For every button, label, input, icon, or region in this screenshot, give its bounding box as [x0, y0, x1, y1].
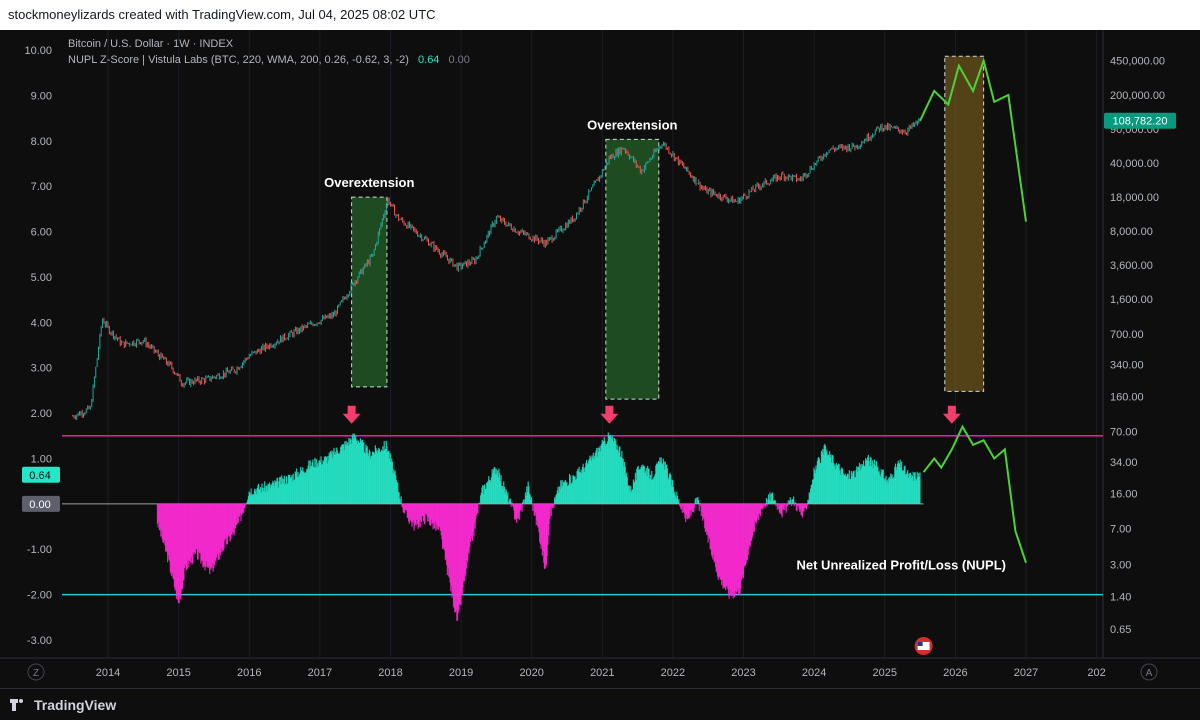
- x-axis-tick-label: 2022: [661, 667, 685, 679]
- zoom-button[interactable]: [27, 663, 45, 681]
- right-axis-tick-label: 700.00: [1110, 329, 1144, 341]
- x-axis-tick-label: 2023: [731, 667, 755, 679]
- nupl-annotation: Net Unrealized Profit/Loss (NUPL): [797, 558, 1006, 573]
- right-axis-tick-label: 34.00: [1110, 457, 1138, 469]
- left-axis-tick-label: 6.00: [31, 227, 52, 239]
- left-axis-tick-label: 5.00: [31, 272, 52, 284]
- tradingview-logo[interactable]: TradingView: [10, 696, 116, 714]
- us-flag-stripe: [917, 642, 930, 650]
- overextension-label: Overextension: [324, 175, 414, 190]
- overextension-box[interactable]: [351, 196, 388, 388]
- current-nupl-value: 0.64: [29, 470, 50, 482]
- chart-background: [0, 30, 1200, 688]
- right-axis-tick-label: 3.00: [1110, 559, 1131, 571]
- left-axis: 10.00 9.00 8.00 7.00 6.00 5.00 4.00 3.00 2.00 1.0…: [24, 45, 52, 647]
- right-axis-tick-label: 1,600.00: [1110, 294, 1153, 306]
- x-axis-tick-label: 2020: [519, 667, 543, 679]
- chart-header: stockmoneylizards created with TradingVi…: [0, 0, 1200, 30]
- chart-legend: Bitcoin / U.S. Dollar · 1W · INDEX NUPL …: [68, 36, 470, 68]
- left-axis-tick-label: 3.00: [31, 363, 52, 375]
- left-axis-tick-label: 8.00: [31, 136, 52, 148]
- nupl-histogram: [156, 432, 921, 621]
- x-axis-tick-label: 2014: [96, 667, 120, 679]
- footer: TradingView: [0, 688, 1200, 720]
- left-axis-tick-label: 1.00: [31, 453, 52, 465]
- peak-arrow-icon: [942, 405, 961, 424]
- left-axis-tick-label: 10.00: [24, 45, 52, 57]
- zero-badge: [22, 495, 60, 512]
- x-axis-tick-label: 2018: [378, 667, 402, 679]
- x-axis-tick-label: 2017: [308, 667, 332, 679]
- right-axis-tick-label: 0.65: [1110, 624, 1131, 636]
- right-axis-tick-label: 8,000.00: [1110, 226, 1153, 238]
- auto-scale-button-label: A: [1146, 668, 1153, 679]
- left-axis-tick-label: 9.00: [31, 90, 52, 102]
- last-price-value: 108,782.20: [1112, 116, 1167, 128]
- overextension-label: Overextension: [587, 117, 677, 132]
- current-nupl-badge: [22, 466, 60, 483]
- left-axis-tick-label: -2.00: [27, 590, 52, 602]
- right-axis-tick-label: 70.00: [1110, 426, 1138, 438]
- last-price-badge: [1104, 112, 1176, 129]
- x-axis: 2014 2015 2016 2017 2018 2019 2020 2021 2022 2023…: [96, 667, 1106, 679]
- legend-symbol: Bitcoin / U.S. Dollar · 1W · INDEX: [68, 38, 234, 50]
- auto-scale-button[interactable]: [1140, 663, 1158, 681]
- legend-indicator-name: NUPL Z-Score | Vistula Labs (BTC, 220, W…: [68, 54, 409, 66]
- legend-indicator: NUPL Z-Score | Vistula Labs (BTC, 220, W…: [68, 52, 470, 68]
- legend-value-2: 0.00: [448, 54, 470, 66]
- price-projection-line: [919, 57, 1027, 222]
- zero-badge-value: 0.00: [29, 499, 50, 511]
- left-axis-tick-label: -1.00: [27, 544, 52, 556]
- x-axis-tick-label: 2025: [873, 667, 897, 679]
- x-axis-tick-label: 2027: [1014, 667, 1038, 679]
- right-axis-tick-label: 16.00: [1110, 489, 1138, 501]
- right-axis-tick-label: 450,000.00: [1110, 56, 1165, 68]
- right-axis-tick-label: 18,000.00: [1110, 192, 1159, 204]
- zoom-button-label: Z: [33, 668, 39, 679]
- x-axis-tick-label: 2016: [237, 667, 261, 679]
- left-axis-tick-label: 4.00: [31, 317, 52, 329]
- tradingview-logo-icon: [10, 699, 28, 711]
- x-axis-tick-label: 2019: [449, 667, 473, 679]
- tradingview-logo-text: TradingView: [34, 697, 117, 713]
- left-axis-tick-label: 2.00: [31, 408, 52, 420]
- peak-arrow-icon: [600, 405, 619, 424]
- chart-area[interactable]: Overextension Overextension Net Unrealized…: [0, 30, 1200, 688]
- overextension-boxes: Overextension Overextension: [324, 55, 985, 400]
- nupl-projection-line: [922, 424, 1027, 564]
- legend-value-1: 0.64: [418, 54, 440, 66]
- x-axis-tick-label: 202: [1087, 667, 1105, 679]
- right-axis-tick-label: 3,600.00: [1110, 260, 1153, 272]
- left-axis-tick-label: 7.00: [31, 181, 52, 193]
- left-axis-tick-label: -3.00: [27, 635, 52, 647]
- x-axis-tick-label: 2024: [802, 667, 826, 679]
- right-axis-tick-label: 160.00: [1110, 391, 1144, 403]
- x-axis-tick-label: 2026: [943, 667, 967, 679]
- right-axis-tick-label: 7.00: [1110, 524, 1131, 536]
- overextension-box[interactable]: [944, 55, 985, 392]
- peak-arrow-icon: [342, 405, 361, 424]
- right-axis-tick-label: 340.00: [1110, 359, 1144, 371]
- x-axis-tick-label: 2015: [166, 667, 190, 679]
- x-axis-tick-label: 2021: [590, 667, 614, 679]
- right-axis-tick-label: 40,000.00: [1110, 158, 1159, 170]
- right-axis-tick-label: 200,000.00: [1110, 90, 1165, 102]
- price-candles: [72, 118, 921, 420]
- chart-title: stockmoneylizards created with TradingVi…: [8, 7, 436, 22]
- overextension-box[interactable]: [605, 138, 660, 400]
- right-axis-tick-label: 1.40: [1110, 592, 1131, 604]
- us-flag-canton: [917, 642, 923, 646]
